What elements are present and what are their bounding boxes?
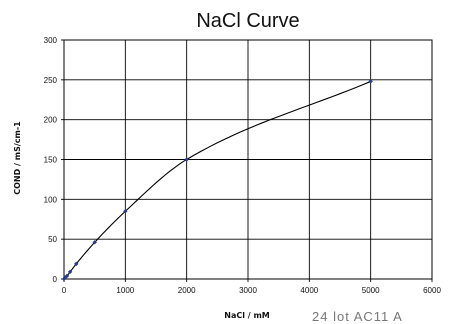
x-axis-label: NaCl / mM (224, 311, 270, 320)
data-point (67, 269, 73, 275)
y-tick-label: 100 (44, 195, 58, 204)
x-tick-label: 2000 (178, 286, 196, 295)
tick-labels: 0 1000 2000 3000 4000 5000 6000 0 50 100 150 200 250… (44, 36, 442, 295)
x-tick-label: 6000 (423, 286, 441, 295)
x-tick-label: 0 (62, 286, 67, 295)
y-tick-label: 200 (44, 116, 58, 125)
y-tick-label: 300 (44, 36, 58, 45)
y-tick-label: 0 (53, 275, 58, 284)
x-tick-label: 3000 (239, 286, 257, 295)
corner-caption: 24 lot AC11 A (312, 309, 403, 324)
chart-title: NaCl Curve (196, 10, 299, 32)
data-point (74, 261, 79, 267)
trend-curve (63, 80, 371, 280)
y-tick-label: 250 (44, 76, 58, 85)
y-tick-label: 150 (44, 156, 58, 165)
data-point (92, 240, 97, 245)
x-tick-label: 1000 (116, 286, 134, 295)
x-tick-label: 4000 (300, 286, 318, 295)
data-point (184, 157, 189, 162)
data-points (61, 79, 373, 282)
y-tick-label: 50 (48, 235, 57, 244)
y-axis-label: COND / mS/cm-1 (13, 121, 22, 195)
grid-lines (64, 40, 432, 279)
data-point (64, 273, 70, 279)
x-tick-label: 5000 (362, 286, 380, 295)
data-point (368, 79, 373, 84)
data-point (123, 209, 128, 214)
